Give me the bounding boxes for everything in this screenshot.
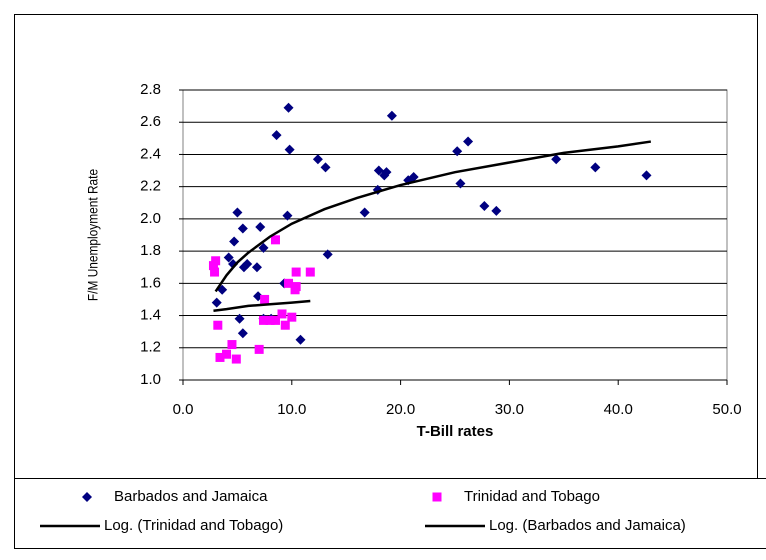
point (227, 340, 237, 350)
legend: Barbados and Jamaica Trinidad and Tobago L… (40, 488, 686, 534)
point (551, 154, 562, 165)
point (231, 354, 241, 364)
point (222, 349, 232, 359)
point (270, 235, 280, 245)
point (295, 334, 306, 345)
point (242, 259, 253, 269)
point (359, 207, 370, 218)
point (265, 315, 275, 325)
point (641, 170, 652, 181)
plot-area (182, 89, 728, 381)
y-tick-label: 1.2 (140, 339, 161, 356)
y-tick-label: 1.6 (140, 274, 161, 291)
point (291, 282, 301, 292)
point (479, 201, 490, 211)
point (211, 256, 221, 266)
x-tick-label: 40.0 (604, 401, 633, 418)
point (408, 172, 419, 182)
point (254, 344, 264, 354)
point (455, 178, 466, 189)
x-tick-label: 0.0 (173, 401, 194, 418)
legend-label: Barbados and Jamaica (114, 488, 268, 505)
point (271, 130, 282, 141)
point (312, 154, 323, 165)
point (280, 320, 290, 330)
point (223, 252, 234, 263)
point (277, 309, 287, 319)
x-tick-label: 50.0 (712, 401, 741, 418)
legend-symbol (82, 492, 92, 502)
x-axis-title: T-Bill rates (417, 423, 494, 440)
point (213, 320, 223, 330)
legend-label: Log. (Trinidad and Tobago) (104, 517, 283, 534)
point (381, 167, 392, 178)
point (590, 162, 601, 173)
point (232, 207, 243, 218)
point (208, 261, 218, 271)
point (283, 102, 294, 113)
point (215, 352, 225, 362)
point (234, 313, 245, 324)
legend-symbol (432, 492, 442, 502)
x-tick-label: 20.0 (386, 401, 415, 418)
point (270, 315, 280, 325)
point (463, 136, 474, 147)
legend-label: Log. (Barbados and Jamaica) (489, 517, 686, 534)
point (237, 328, 248, 339)
y-tick-label: 2.0 (140, 210, 161, 227)
point (284, 144, 295, 155)
point (237, 223, 248, 234)
point (260, 294, 270, 304)
y-tick-label: 2.6 (140, 113, 161, 130)
x-tick-label: 30.0 (495, 401, 524, 418)
y-tick-label: 2.4 (140, 145, 161, 162)
legend-label: Trinidad and Tobago (464, 488, 600, 505)
trend-line (213, 299, 311, 312)
y-axis-title: F/M Unemployment Rate (85, 169, 101, 301)
point (282, 210, 293, 221)
point (229, 236, 240, 247)
point (211, 297, 222, 308)
legend-box (14, 478, 766, 549)
y-tick-label: 1.4 (140, 307, 161, 324)
point (491, 205, 502, 216)
point (320, 162, 331, 173)
point (284, 278, 294, 288)
point (259, 315, 269, 325)
y-tick-label: 1.8 (140, 242, 161, 259)
point (210, 267, 220, 277)
point (255, 221, 266, 232)
point (258, 242, 269, 253)
point (305, 267, 315, 277)
point (251, 262, 262, 273)
y-tick-label: 1.0 (140, 371, 161, 388)
point (287, 312, 297, 322)
x-tick-label: 10.0 (277, 401, 306, 418)
point (322, 249, 333, 260)
point (291, 267, 301, 277)
y-tick-label: 2.8 (140, 81, 161, 98)
point (452, 146, 463, 157)
trend-line (214, 140, 652, 293)
point (386, 110, 397, 121)
y-tick-label: 2.2 (140, 178, 161, 195)
point (373, 165, 384, 176)
